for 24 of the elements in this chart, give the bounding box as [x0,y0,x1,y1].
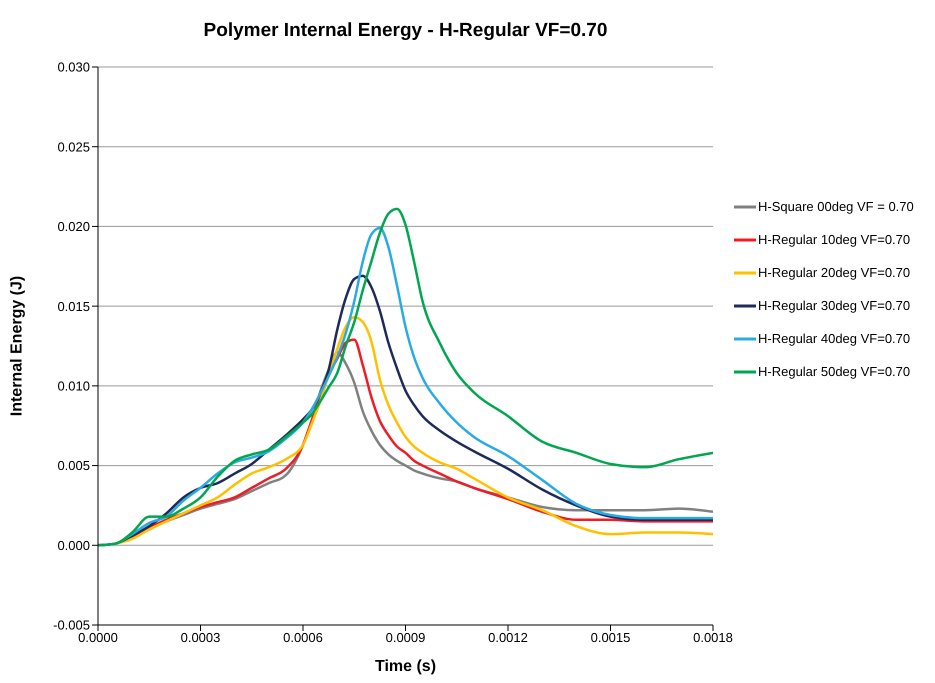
y-tick-label: 0.000 [57,538,90,553]
x-tick-label: 0.0009 [386,630,426,646]
legend-label: H-Regular 30deg VF=0.70 [758,298,910,313]
y-tick-label: 0.025 [57,139,90,154]
y-tick-label: 0.030 [57,60,90,75]
legend-label: H-Regular 40deg VF=0.70 [758,331,910,346]
x-axis-title: Time (s) [374,658,436,675]
x-tick-label: 0.0003 [180,630,220,646]
x-tick-label: 0.0015 [590,630,630,646]
x-tick-label: 0.0012 [488,630,528,646]
x-tick-label: 0.0006 [283,630,323,646]
legend-label: H-Regular 50deg VF=0.70 [758,364,910,379]
x-tick-label: 0.0018 [693,630,733,646]
x-tick-label: 0.0000 [78,630,118,646]
y-tick-label: 0.005 [57,458,90,474]
y-tick-label: 0.020 [57,219,90,234]
y-tick-label: -0.005 [53,618,90,633]
y-tick-label: 0.015 [57,298,90,314]
legend-label: H-Regular 20deg VF=0.70 [758,265,910,280]
legend-label: H-Regular 10deg VF=0.70 [758,232,910,247]
y-tick-label: 0.010 [57,378,90,394]
legend-label: H-Square 00deg VF = 0.70 [758,199,914,214]
chart-title: Polymer Internal Energy - H-Regular VF=0.70 [202,20,608,42]
y-axis-title: Internal Energy (J) [8,276,26,416]
